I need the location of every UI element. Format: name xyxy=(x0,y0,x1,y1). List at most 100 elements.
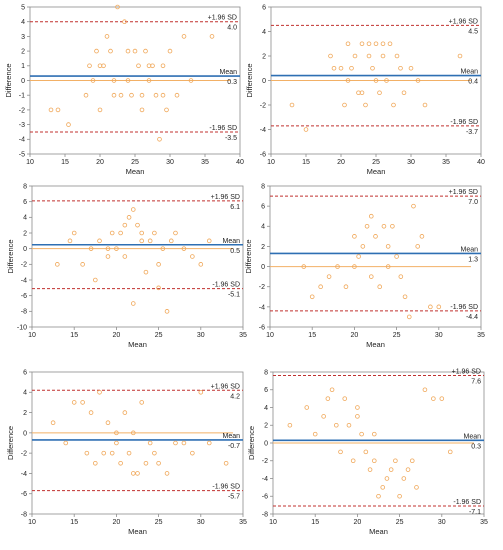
data-point xyxy=(190,254,195,259)
data-point xyxy=(118,460,123,466)
y-tick-label: -1 xyxy=(19,93,25,100)
data-point xyxy=(48,107,54,113)
data-point xyxy=(130,430,136,436)
upper-loa-label: +1.96 SD xyxy=(452,369,481,376)
y-tick-label: 2 xyxy=(21,49,25,56)
data-point xyxy=(87,63,92,69)
mean-label: Mean xyxy=(460,69,478,76)
data-point xyxy=(93,277,98,283)
chart-panel-4: 10 15 20 25 30 35 -6 -4 -2 0 2 4 6 8 Mean Difference +1.… xyxy=(244,183,485,349)
data-point xyxy=(338,65,344,71)
data-point xyxy=(352,264,357,269)
data-point xyxy=(406,314,412,320)
lower-loa-value: -5.7 xyxy=(228,494,240,501)
data-point xyxy=(97,107,103,113)
data-point xyxy=(345,78,351,83)
data-point xyxy=(55,107,61,113)
data-point xyxy=(164,471,170,476)
data-point xyxy=(355,414,360,419)
data-point xyxy=(439,396,445,401)
x-tick-label: 15 xyxy=(311,519,319,526)
x-axis-label: Mean xyxy=(366,340,385,349)
x-tick-label: 20 xyxy=(351,332,359,339)
x-tick-label: 30 xyxy=(435,332,443,339)
data-point xyxy=(428,304,433,310)
y-tick-label: 8 xyxy=(261,183,265,190)
data-point xyxy=(408,65,414,71)
data-point xyxy=(422,102,428,108)
y-tick-label: 0 xyxy=(264,440,268,447)
data-point xyxy=(388,467,394,472)
data-point xyxy=(385,264,391,269)
y-tick-label: -6 xyxy=(21,293,27,300)
x-tick-label: 30 xyxy=(197,519,205,526)
data-point xyxy=(328,53,333,59)
y-tick-label: -4 xyxy=(19,137,25,144)
data-point xyxy=(390,223,395,229)
y-tick-label: -4 xyxy=(21,471,27,478)
data-point xyxy=(105,254,111,259)
lower-loa-label: -1.96 SD xyxy=(453,499,481,506)
data-point xyxy=(188,78,194,83)
data-point xyxy=(303,127,309,132)
y-tick-label: 2 xyxy=(261,244,265,251)
data-point xyxy=(352,234,357,239)
x-tick-label: 35 xyxy=(477,332,485,339)
y-axis-label: Difference xyxy=(4,63,13,97)
data-point xyxy=(394,53,400,59)
y-axis-label: Difference xyxy=(245,63,254,97)
y-tick-label: -4 xyxy=(260,127,266,134)
y-tick-label: -4 xyxy=(259,304,265,311)
data-point xyxy=(88,410,94,415)
y-tick-label: -2 xyxy=(19,107,25,114)
x-tick-label: 20 xyxy=(337,159,345,166)
mean-label: Mean xyxy=(222,238,240,245)
data-point xyxy=(143,460,149,466)
data-point xyxy=(366,53,372,59)
y-tick-label: -8 xyxy=(21,309,27,316)
data-point xyxy=(90,78,96,83)
data-point xyxy=(118,230,123,236)
data-point xyxy=(80,262,85,267)
data-point xyxy=(349,65,354,71)
data-point xyxy=(363,449,369,455)
data-point xyxy=(125,48,131,54)
data-point xyxy=(66,122,71,127)
mean-label: Mean xyxy=(460,246,478,253)
x-tick-label: 30 xyxy=(438,519,446,526)
data-point xyxy=(139,92,145,98)
data-point xyxy=(147,440,153,446)
data-point xyxy=(380,53,386,59)
data-point xyxy=(401,90,407,96)
lower-loa-value: -3.5 xyxy=(225,135,237,142)
y-tick-label: 4 xyxy=(264,405,268,412)
data-point xyxy=(377,90,382,96)
y-tick-label: 6 xyxy=(262,4,266,11)
y-axis-label: Difference xyxy=(244,239,253,273)
data-point xyxy=(371,458,377,464)
data-point xyxy=(289,102,295,108)
y-tick-label: 6 xyxy=(23,369,27,376)
data-point xyxy=(326,274,332,279)
data-point xyxy=(143,269,149,275)
data-point xyxy=(385,244,391,249)
data-point xyxy=(373,234,378,239)
chart-panel-6: 10 15 20 25 30 35 -8 -6 -4 -2 0 2 4 6 8 Mean Difference +… xyxy=(247,369,488,536)
y-tick-label: 4 xyxy=(23,390,27,397)
x-tick-label: 40 xyxy=(477,159,485,166)
data-point xyxy=(333,422,339,428)
data-point xyxy=(156,460,161,466)
data-point xyxy=(105,420,111,426)
mean-value: 0.3 xyxy=(471,443,481,450)
data-point xyxy=(329,387,335,393)
y-tick-label: 3 xyxy=(21,34,25,41)
mean-value: 0.5 xyxy=(230,248,240,255)
data-point xyxy=(135,471,140,476)
y-tick-label: 2 xyxy=(262,53,266,60)
y-tick-label: -4 xyxy=(262,476,268,483)
data-point xyxy=(122,19,127,25)
data-point xyxy=(415,78,421,83)
data-point xyxy=(147,238,153,244)
y-tick-label: 8 xyxy=(23,183,27,190)
y-tick-label: -5 xyxy=(19,151,25,158)
